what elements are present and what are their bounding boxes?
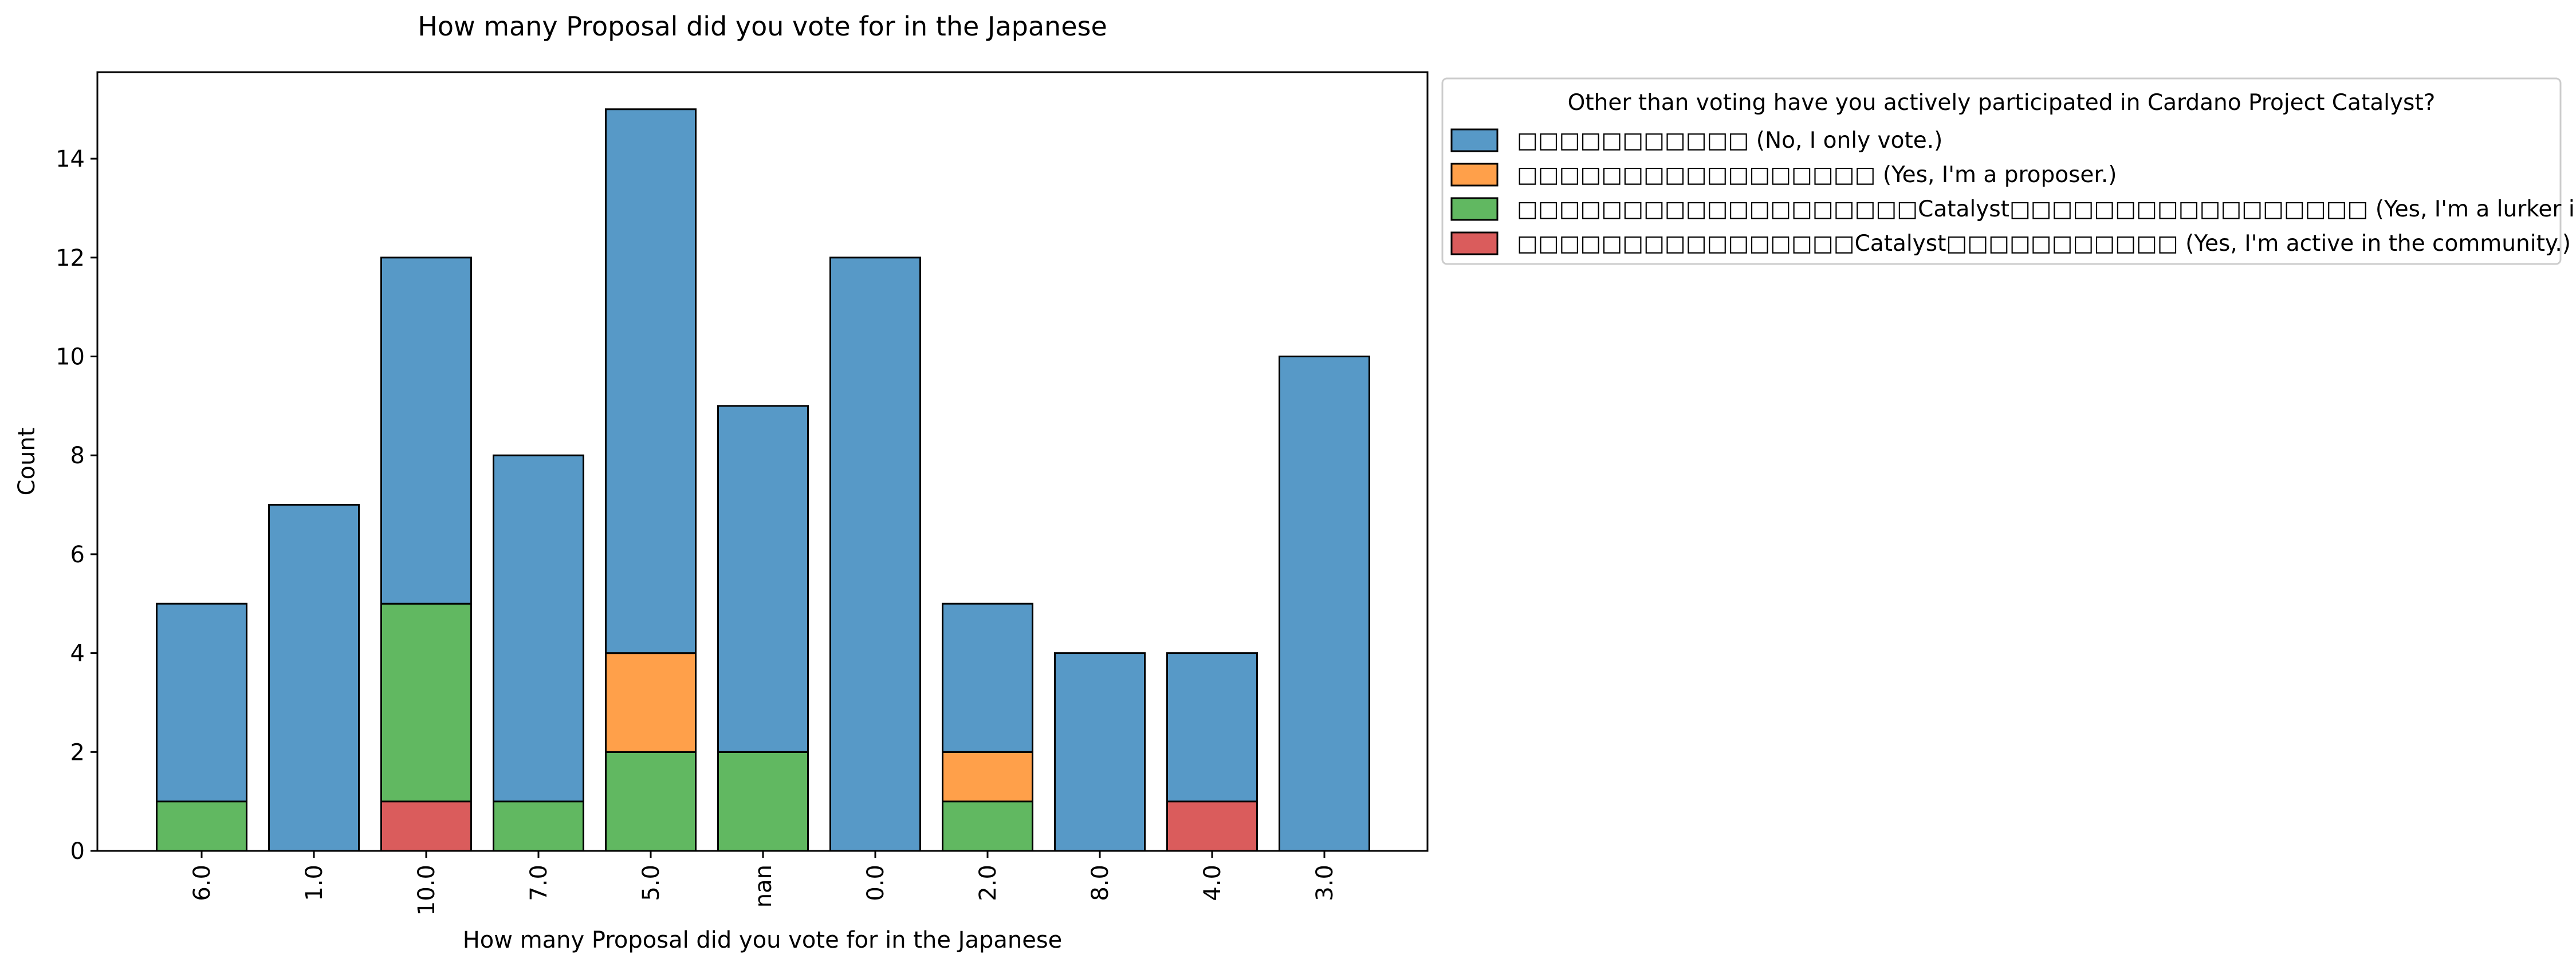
legend: Other than voting have you actively part…: [1441, 77, 2576, 265]
legend-swatch: [1450, 163, 1499, 187]
legend-swatch: [1450, 197, 1499, 221]
bar-segment: [268, 504, 360, 852]
x-tick-label: 10.0: [414, 865, 440, 916]
y-tick-label: 14: [56, 146, 85, 172]
y-tick-label: 8: [70, 443, 85, 469]
bar-segment: [1279, 356, 1370, 852]
x-tick-label: nan: [750, 865, 777, 908]
bar-segment: [380, 257, 472, 605]
legend-frame: [1441, 77, 2562, 265]
legend-label: □□□□□□□□□□□□□□□□□□□Catalyst□□□□□□□□□□□□□…: [1517, 196, 2576, 222]
legend-title: Other than voting have you actively part…: [1568, 90, 2436, 116]
bar-segment: [380, 801, 472, 852]
bar-segment: [605, 751, 697, 852]
bar-segment: [829, 257, 921, 852]
legend-label: □□□□□□□□□□□□□□□□Catalyst□□□□□□□□□□□ (Yes…: [1517, 231, 2571, 257]
y-tick-label: 10: [56, 344, 85, 370]
x-tick-label: 5.0: [638, 865, 664, 901]
bar-segment: [605, 652, 697, 753]
y-tick-label: 2: [70, 739, 85, 766]
bar-segment: [942, 801, 1033, 852]
x-tick-label: 6.0: [189, 865, 215, 901]
y-tick-label: 4: [70, 641, 85, 667]
bar-segment: [1054, 652, 1146, 852]
x-axis-label: How many Proposal did you vote for in th…: [463, 927, 1063, 953]
bar-segment: [1166, 652, 1258, 803]
bar-segment: [380, 602, 472, 803]
x-tick-label: 7.0: [526, 865, 552, 901]
bar-segment: [942, 602, 1033, 753]
bars-layer: [156, 108, 1370, 852]
x-axis: 6.0 1.0 10.0 7.0 5.0 nan 0.0 2.0 8.0 4.0 3.0: [189, 851, 1338, 916]
y-axis: 0 2 4 6 8 10 12 14: [56, 146, 97, 865]
x-tick-label: 8.0: [1087, 865, 1114, 901]
bar-segment: [717, 751, 809, 852]
x-tick-label: 4.0: [1199, 865, 1226, 901]
y-axis-label: Count: [14, 428, 40, 496]
bar-segment: [493, 801, 584, 852]
legend-swatch: [1450, 128, 1499, 152]
x-tick-label: 1.0: [301, 865, 328, 901]
bar-segment: [717, 405, 809, 753]
bar-segment: [156, 801, 247, 852]
bar-segment: [493, 454, 584, 803]
legend-entries: □□□□□□□□□□□ (No, I only vote.) □□□□□□□□□□…: [1450, 128, 2576, 257]
x-tick-label: 2.0: [975, 865, 1001, 901]
x-tick-label: 0.0: [863, 865, 889, 901]
legend-label: □□□□□□□□□□□□□□□□□ (Yes, I'm a proposer.): [1517, 162, 2117, 188]
bar-segment: [156, 602, 247, 803]
y-tick-label: 12: [56, 245, 85, 271]
chart-title: How many Proposal did you vote for in th…: [418, 11, 1107, 42]
legend-label: □□□□□□□□□□□ (No, I only vote.): [1517, 128, 1942, 153]
bar-segment: [605, 108, 697, 654]
x-tick-label: 3.0: [1312, 865, 1338, 901]
y-tick-label: 0: [70, 838, 85, 865]
plot-frame: [96, 71, 1429, 852]
legend-swatch: [1450, 231, 1499, 255]
bar-segment: [942, 751, 1033, 803]
bar-segment: [1166, 801, 1258, 852]
y-tick-label: 6: [70, 542, 85, 568]
